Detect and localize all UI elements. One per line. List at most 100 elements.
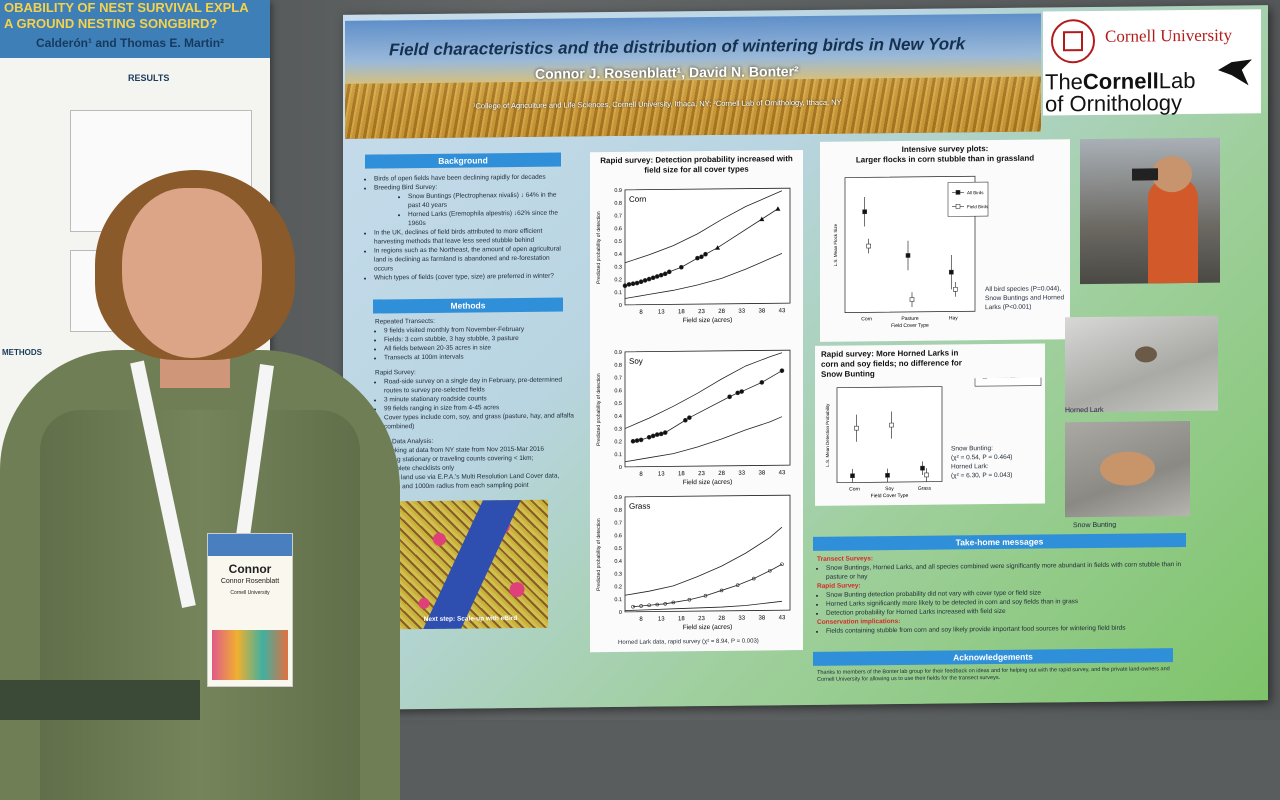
background-bullet: In the UK, declines of field birds attri… — [374, 227, 565, 247]
plot-area — [625, 495, 790, 612]
rapid-survey-title: Rapid survey: Detection probability incr… — [594, 154, 799, 176]
cornell-logo-box: Cornell University TheCornellLab of Orni… — [1043, 9, 1261, 115]
y-tick-label: 0.3 — [614, 265, 622, 271]
name-badge: Connor Connor Rosenblatt Cornell Univers… — [207, 533, 293, 687]
data-point — [910, 298, 914, 302]
data-point — [906, 253, 910, 257]
y-tick-label: 0 — [619, 303, 622, 309]
plot-area — [625, 188, 790, 305]
x-tick-label: 18 — [678, 616, 685, 622]
background-bullet: In regions such as the Northeast, the am… — [374, 245, 565, 274]
intensive-survey-title: Intensive survey plots: Larger flocks in… — [820, 143, 1070, 166]
data-point — [695, 256, 699, 260]
y-tick-label: 0 — [619, 465, 622, 471]
x-tick-label: Hay — [949, 315, 958, 321]
x-tick-label: 23 — [698, 616, 705, 622]
intensive-survey-panel: Intensive survey plots: Larger flocks in… — [820, 139, 1070, 342]
y-tick-label: 0.4 — [614, 559, 622, 565]
rapid-species-title: Rapid survey: More Horned Larks in corn … — [821, 348, 971, 380]
x-tick-label: 43 — [779, 615, 786, 621]
x-tick-label: 8 — [639, 310, 643, 316]
x-tick-label: Pasture — [901, 316, 918, 322]
data-point — [627, 282, 631, 286]
data-point — [736, 391, 740, 395]
intensive-note: All bird species (P=0.044), Snow Bunting… — [985, 284, 1067, 312]
data-point — [679, 265, 683, 269]
y-tick-label: 0.8 — [614, 508, 622, 514]
presenter-face — [122, 188, 262, 358]
horned-lark-caption: Horned Lark — [1065, 407, 1104, 414]
legend-marker — [956, 204, 960, 208]
y-tick-label: 0.3 — [614, 572, 622, 578]
presenter-person — [0, 80, 400, 720]
badge-header — [208, 534, 292, 556]
badge-first-name: Connor — [208, 562, 292, 576]
legend-marker — [956, 190, 960, 194]
data-point — [728, 395, 732, 399]
data-point — [635, 439, 639, 443]
data-point — [623, 284, 627, 288]
takehome-heading: Take-home messages — [813, 533, 1186, 551]
left-poster-title: OBABILITY OF NEST SURVIVAL EXPLA A GROUN… — [4, 0, 249, 32]
y-axis-label: Predicted probability of detection — [596, 518, 602, 591]
data-point — [647, 277, 651, 281]
rapid-species-panel: Rapid survey: More Horned Larks in corn … — [815, 343, 1045, 505]
shirt-shading — [40, 410, 360, 800]
rapid-survey-footer: Horned Lark data, rapid survey (χ² = 8.9… — [618, 637, 808, 648]
cornell-university-wordmark: Cornell University — [1105, 26, 1232, 47]
y-tick-label: 0.1 — [614, 597, 622, 603]
badge-artwork — [212, 630, 288, 680]
poster-title: Field characteristics and the distributi… — [389, 34, 965, 60]
y-tick-label: 0.9 — [614, 495, 622, 501]
x-tick-label: 8 — [639, 472, 643, 478]
map-river — [423, 500, 521, 629]
x-axis-label: Field Cover Type — [891, 323, 929, 329]
snow-bunting-bird — [1100, 451, 1155, 486]
y-tick-label: 0.2 — [614, 584, 622, 590]
x-tick-label: 13 — [658, 471, 665, 477]
methods-line: 500m and 1000m radius from each sampling… — [384, 480, 575, 491]
x-tick-label: 38 — [758, 615, 765, 621]
data-point — [663, 272, 667, 276]
y-axis-label: L.S. Mean Flock Size — [833, 223, 838, 266]
legend-label: Horned Lark — [994, 377, 1020, 379]
badge-full-name: Connor Rosenblatt — [208, 578, 292, 585]
y-tick-label: 0.1 — [614, 290, 622, 296]
data-point — [639, 438, 643, 442]
data-point — [867, 244, 871, 248]
x-tick-label: 33 — [738, 471, 745, 477]
data-point — [953, 287, 957, 291]
methods-heading: Methods — [373, 298, 563, 314]
y-tick-label: 0.5 — [614, 546, 622, 552]
horned-lark-bird — [1135, 346, 1157, 362]
data-point — [699, 255, 703, 259]
rapid-species-stats: Snow Bunting: (χ² = 0.54, P = 0.464) Hor… — [951, 444, 1043, 481]
birder-binoculars-photo — [1080, 138, 1220, 284]
background-bullet: Horned Larks (Eremophila alpestris) ↓62%… — [408, 209, 565, 229]
rapid-survey-panel: Rapid survey: Detection probability incr… — [590, 150, 803, 652]
data-point — [886, 473, 890, 477]
data-point — [655, 274, 659, 278]
bird-logo-icon — [1218, 59, 1252, 85]
data-point — [635, 281, 639, 285]
cornell-seal-icon — [1051, 19, 1095, 63]
land-cover-map — [393, 500, 548, 630]
x-tick-label: 23 — [698, 471, 705, 477]
main-poster: Field characteristics and the distributi… — [343, 5, 1268, 710]
x-tick-label: 13 — [658, 309, 665, 315]
data-point — [855, 426, 859, 430]
legend-label: All Birds — [967, 190, 984, 195]
y-tick-label: 0.1 — [614, 452, 622, 458]
snow-bunting-photo — [1065, 421, 1190, 517]
legend-label: Field Birds — [967, 204, 989, 209]
legend-box — [948, 182, 988, 216]
badge-organization: Cornell University — [208, 590, 292, 596]
y-axis-label: Predicted probability of detection — [596, 211, 602, 284]
floor-strip — [0, 680, 200, 720]
y-tick-label: 0.9 — [614, 350, 622, 356]
y-tick-label: 0.4 — [614, 414, 622, 420]
data-point — [651, 276, 655, 280]
